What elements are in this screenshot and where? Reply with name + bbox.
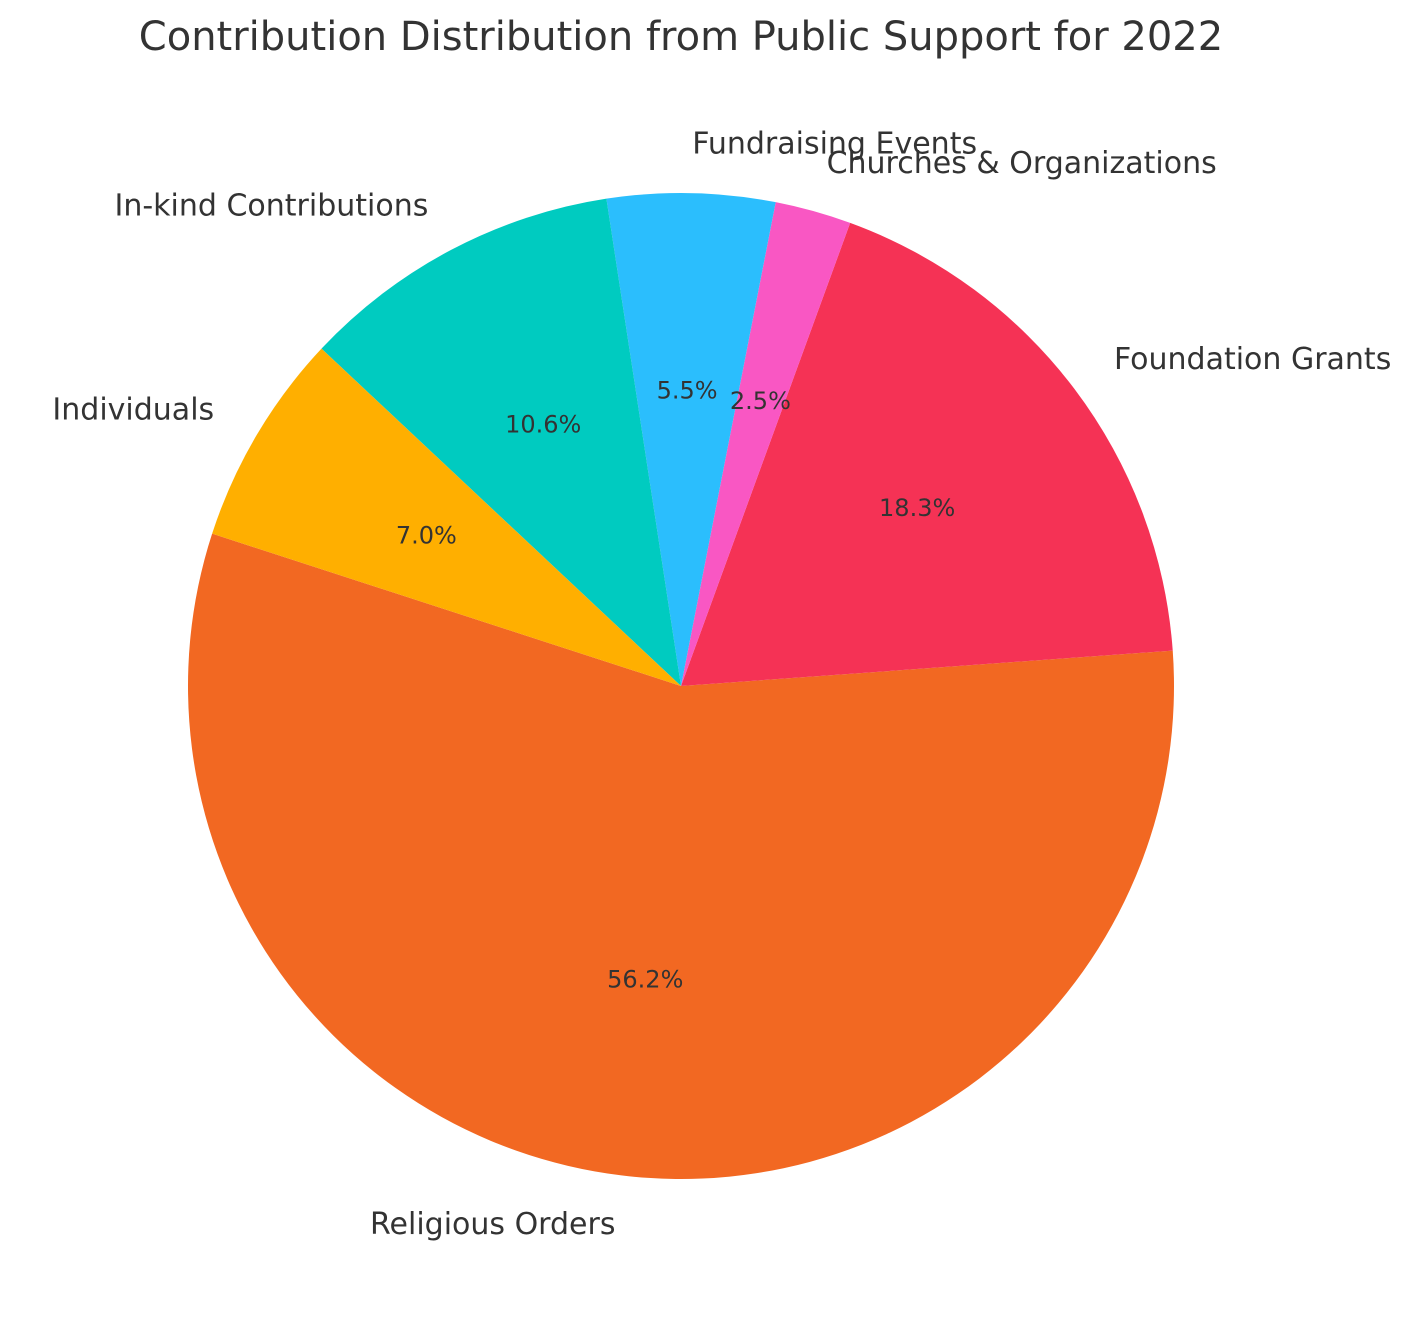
slice-label-individuals: Individuals — [52, 393, 214, 428]
slice-label-in-kind-contributions: In-kind Contributions — [114, 189, 428, 224]
pct-label-religious-orders: 56.2% — [607, 966, 683, 994]
pct-label-fundraising-events: 5.5% — [657, 376, 718, 404]
pie-slice-in-kind-contributions — [321, 198, 681, 686]
pie-slice-churches-and-organizations — [681, 202, 851, 687]
pct-label-in-kind-contributions: 10.6% — [505, 410, 581, 438]
slice-label-churches-and-organizations: Churches & Organizations — [827, 146, 1217, 181]
pct-label-individuals: 7.0% — [396, 521, 457, 549]
slice-label-fundraising-events: Fundraising Events — [692, 126, 977, 161]
pct-label-foundation-grants: 18.3% — [879, 494, 955, 522]
pct-label-churches-and-organizations: 2.5% — [730, 387, 791, 415]
slice-label-religious-orders: Religious Orders — [370, 1207, 615, 1242]
pie-slice-individuals — [212, 348, 681, 686]
chart-title: Contribution Distribution from Public Su… — [138, 14, 1224, 60]
pie-slice-foundation-grants — [681, 222, 1173, 687]
pie-slice-religious-orders — [188, 533, 1175, 1179]
pie-slice-fundraising-events — [606, 192, 776, 686]
slice-label-foundation-grants: Foundation Grants — [1114, 342, 1391, 377]
